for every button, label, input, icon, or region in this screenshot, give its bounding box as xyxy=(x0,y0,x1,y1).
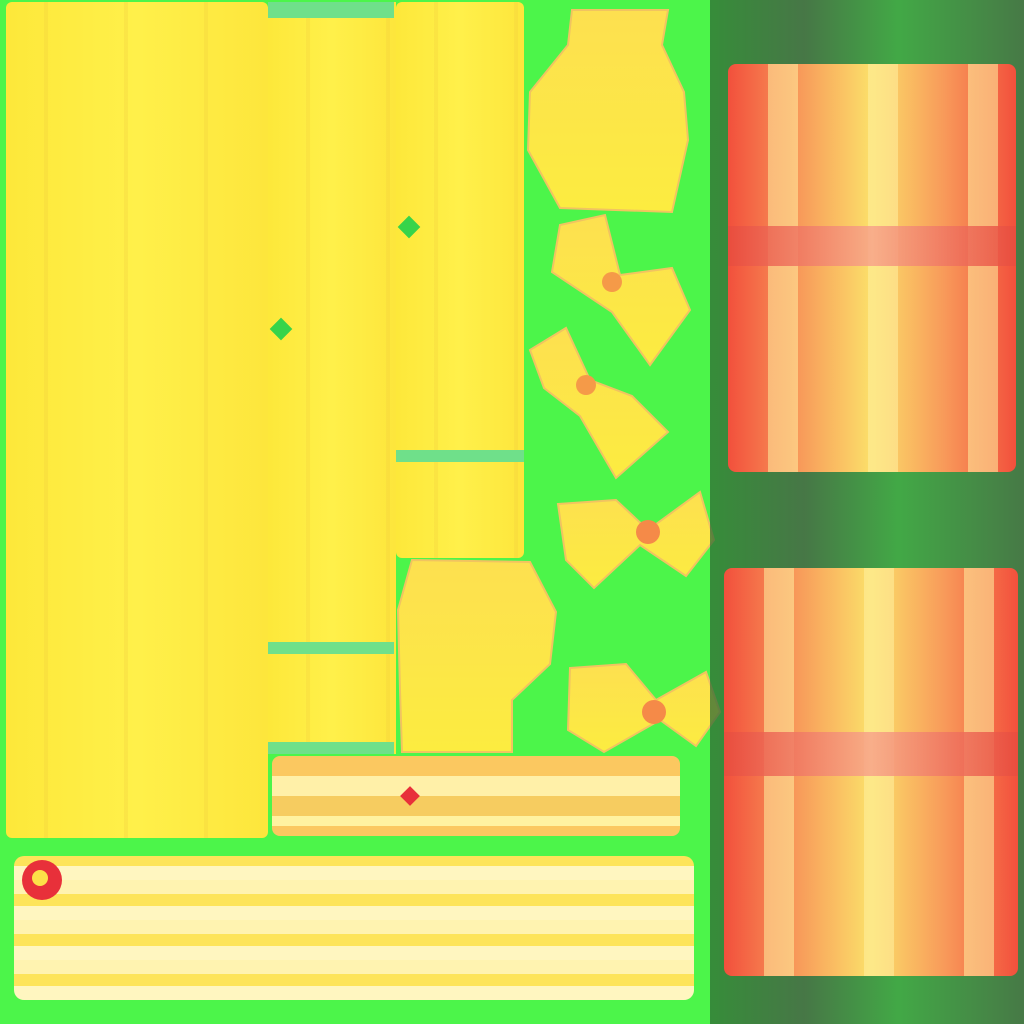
bowtie-center-4 xyxy=(642,700,666,724)
vase-shape-top xyxy=(526,9,690,214)
strip-middle xyxy=(272,756,680,836)
bowtie-center-3 xyxy=(636,520,660,544)
mint-band-mid xyxy=(268,642,394,654)
mint-band-right xyxy=(396,450,524,462)
yellow-plank-right xyxy=(396,2,524,558)
red-panel-bottom-band xyxy=(724,732,1018,776)
yellow-plank-middle xyxy=(268,2,396,754)
red-panel-top-band xyxy=(728,226,1016,266)
bowtie-shape-1 xyxy=(550,213,692,367)
mint-band-top xyxy=(268,2,394,18)
strip-bottom xyxy=(14,856,694,1000)
mint-band-bottom xyxy=(268,742,394,754)
yellow-plank-left xyxy=(6,2,268,838)
bowtie-shape-2 xyxy=(528,326,670,480)
bowtie-center-1 xyxy=(602,272,622,292)
bowtie-shape-3 xyxy=(556,490,716,590)
marker-bottom-strip-core xyxy=(32,870,48,886)
bowtie-center-2 xyxy=(576,375,596,395)
red-panel-top xyxy=(728,64,1016,472)
vase-shape-bottom xyxy=(396,558,558,753)
